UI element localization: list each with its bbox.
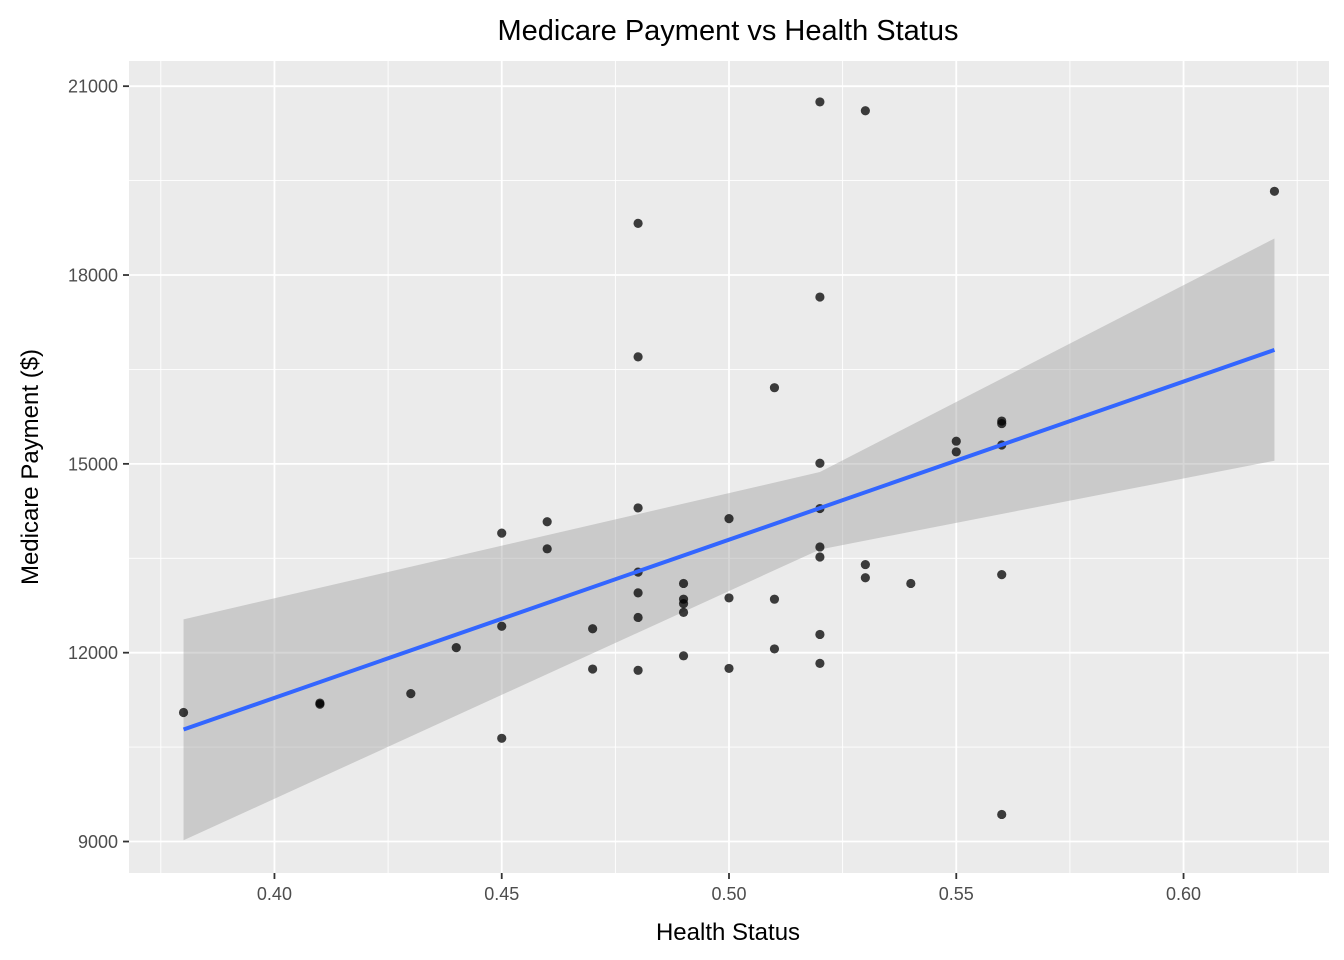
data-point	[633, 666, 642, 675]
data-point	[724, 593, 733, 602]
data-point	[724, 664, 733, 673]
data-point	[997, 570, 1006, 579]
data-point	[452, 643, 461, 652]
data-point	[679, 599, 688, 608]
data-point	[815, 659, 824, 668]
data-point	[861, 573, 870, 582]
y-tick-label: 15000	[68, 454, 118, 474]
data-point	[497, 734, 506, 743]
x-axis-title: Health Status	[656, 919, 800, 946]
data-point	[997, 419, 1006, 428]
data-point	[497, 528, 506, 537]
data-point	[633, 588, 642, 597]
data-point	[770, 383, 779, 392]
y-axis-title: Medicare Payment ($)	[17, 349, 44, 585]
y-tick-label: 21000	[68, 77, 118, 97]
data-point	[815, 630, 824, 639]
data-point	[633, 503, 642, 512]
data-point	[588, 664, 597, 673]
data-point	[952, 447, 961, 456]
x-tick-label: 0.40	[257, 884, 292, 904]
y-tick-label: 12000	[68, 643, 118, 663]
data-point	[679, 579, 688, 588]
data-point	[861, 106, 870, 115]
data-point	[997, 810, 1006, 819]
x-tick-label: 0.50	[711, 884, 746, 904]
data-point	[815, 459, 824, 468]
chart-title: Medicare Payment vs Health Status	[498, 15, 959, 47]
data-point	[770, 644, 779, 653]
data-point	[633, 613, 642, 622]
data-point	[679, 608, 688, 617]
data-point	[406, 689, 415, 698]
data-point	[1270, 187, 1279, 196]
x-tick-label: 0.55	[939, 884, 974, 904]
x-tick-label: 0.60	[1166, 884, 1201, 904]
data-point	[679, 651, 688, 660]
x-tick-label: 0.45	[484, 884, 519, 904]
data-point	[815, 292, 824, 301]
data-point	[906, 579, 915, 588]
y-tick-label: 9000	[78, 832, 118, 852]
y-tick-label: 18000	[68, 266, 118, 286]
data-point	[815, 552, 824, 561]
data-point	[815, 97, 824, 106]
data-point	[543, 517, 552, 526]
data-point	[633, 219, 642, 228]
data-point	[815, 542, 824, 551]
data-point	[543, 544, 552, 553]
data-point	[633, 352, 642, 361]
data-point	[179, 708, 188, 717]
data-point	[497, 622, 506, 631]
data-point	[952, 437, 961, 446]
data-point	[770, 595, 779, 604]
data-point	[315, 700, 324, 709]
data-point	[588, 624, 597, 633]
data-point	[861, 560, 870, 569]
data-point	[724, 514, 733, 523]
